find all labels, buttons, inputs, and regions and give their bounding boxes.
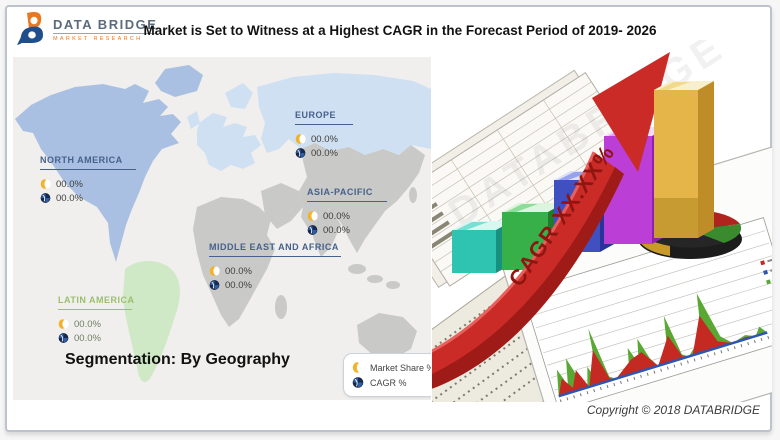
region-label: LATIN AMERICA — [58, 295, 135, 305]
region-europe: EUROPE 00.0% 00.0% — [295, 110, 353, 160]
region-latin-america: LATIN AMERICA 00.0% 00.0% — [58, 295, 135, 345]
cagr-icon — [58, 333, 69, 343]
market-share-row: 00.0% — [295, 132, 353, 146]
map-madagascar — [275, 295, 287, 319]
region-label: MIDDLE EAST AND AFRICA — [209, 242, 339, 252]
market-share-row: 00.0% — [209, 264, 341, 278]
market-share-row: 00.0% — [58, 317, 135, 331]
copyright-text: Copyright © 2018 DATABRIDGE — [586, 403, 760, 417]
cagr-value: 00.0% — [56, 192, 83, 204]
map-island-4 — [409, 187, 417, 203]
map-latin-america — [123, 260, 180, 382]
market-share-icon — [58, 319, 69, 329]
region-label: EUROPE — [295, 110, 337, 120]
area-baseline — [558, 331, 768, 398]
map-india — [313, 209, 341, 257]
legend-market-share-row: Market Share % — [352, 360, 431, 375]
logo-name: DATA BRIDGE — [53, 16, 158, 34]
region-underline — [307, 201, 387, 202]
map-greenland — [155, 65, 203, 97]
databridge-logo: DATA BRIDGE MARKET RESEARCH — [16, 12, 158, 46]
growth-chart-graphic: DATABRIDGE — [352, 24, 780, 440]
map-africa — [193, 197, 275, 327]
databridge-logo-icon — [17, 12, 43, 45]
map-middle-east — [261, 183, 303, 229]
segmentation-title: Segmentation: By Geography — [65, 351, 290, 368]
market-share-row: 00.0% — [307, 209, 387, 223]
region-middle-east-africa: MIDDLE EAST AND AFRICA 00.0% 00.0% — [209, 242, 341, 292]
map-island-2 — [367, 275, 383, 283]
growth-chart-scene: DATABRIDGE — [352, 24, 780, 440]
map-island-1 — [348, 264, 366, 274]
region-asia-pacific: ASIA-PACIFIC 00.0% 00.0% — [307, 187, 387, 237]
market-share-value: 00.0% — [311, 133, 338, 145]
market-share-icon — [307, 211, 318, 221]
cagr-row: 00.0% — [58, 331, 135, 345]
cagr-value: 00.0% — [225, 279, 252, 291]
map-north-america — [15, 84, 181, 262]
market-share-value: 00.0% — [323, 210, 350, 222]
region-label: NORTH AMERICA — [40, 155, 123, 165]
region-underline — [40, 169, 136, 170]
legend-cagr-row: CAGR % — [352, 375, 431, 390]
cagr-icon — [295, 148, 306, 158]
market-share-row: 00.0% — [40, 177, 136, 191]
logo-tagline: MARKET RESEARCH — [53, 35, 143, 42]
cagr-icon — [352, 377, 364, 388]
cagr-value: 00.0% — [311, 147, 338, 159]
region-label: ASIA-PACIFIC — [307, 187, 373, 197]
market-share-icon — [352, 362, 364, 373]
region-underline — [295, 124, 353, 125]
legend-cagr-label: CAGR % — [370, 377, 407, 388]
cagr-value: 00.0% — [323, 224, 350, 236]
cagr-icon — [307, 225, 318, 235]
area-series-red — [558, 315, 756, 397]
bar-gold — [654, 81, 714, 238]
region-underline — [209, 256, 341, 257]
cagr-row: 00.0% — [40, 191, 136, 205]
cagr-row: 00.0% — [209, 278, 341, 292]
legend-market-share-label: Market Share % — [370, 362, 431, 373]
page-title: Market is Set to Witness at a Highest CA… — [143, 23, 657, 38]
cagr-value: 00.0% — [74, 332, 101, 344]
market-share-value: 00.0% — [74, 318, 101, 330]
map-island-3 — [386, 281, 400, 289]
cagr-icon — [40, 193, 51, 203]
market-share-icon — [209, 266, 220, 276]
map-legend: Market Share % CAGR % — [343, 353, 431, 397]
map-australia — [357, 313, 417, 359]
map-asia — [299, 143, 425, 253]
map-scandinavia — [225, 83, 253, 109]
cagr-row: 00.0% — [295, 146, 353, 160]
market-share-icon — [40, 179, 51, 189]
region-north-america: NORTH AMERICA 00.0% 00.0% — [40, 155, 136, 205]
market-share-value: 00.0% — [225, 265, 252, 277]
world-map-panel: NORTH AMERICA 00.0% 00.0% EUROPE 00.0% 0… — [13, 57, 431, 400]
map-europe — [197, 113, 261, 171]
cagr-icon — [209, 280, 220, 290]
region-underline — [58, 309, 132, 310]
market-share-icon — [295, 134, 306, 144]
market-share-value: 00.0% — [56, 178, 83, 190]
cagr-row: 00.0% — [307, 223, 387, 237]
map-uk — [187, 111, 200, 129]
databridge-logo-text: DATA BRIDGE MARKET RESEARCH — [53, 16, 158, 42]
